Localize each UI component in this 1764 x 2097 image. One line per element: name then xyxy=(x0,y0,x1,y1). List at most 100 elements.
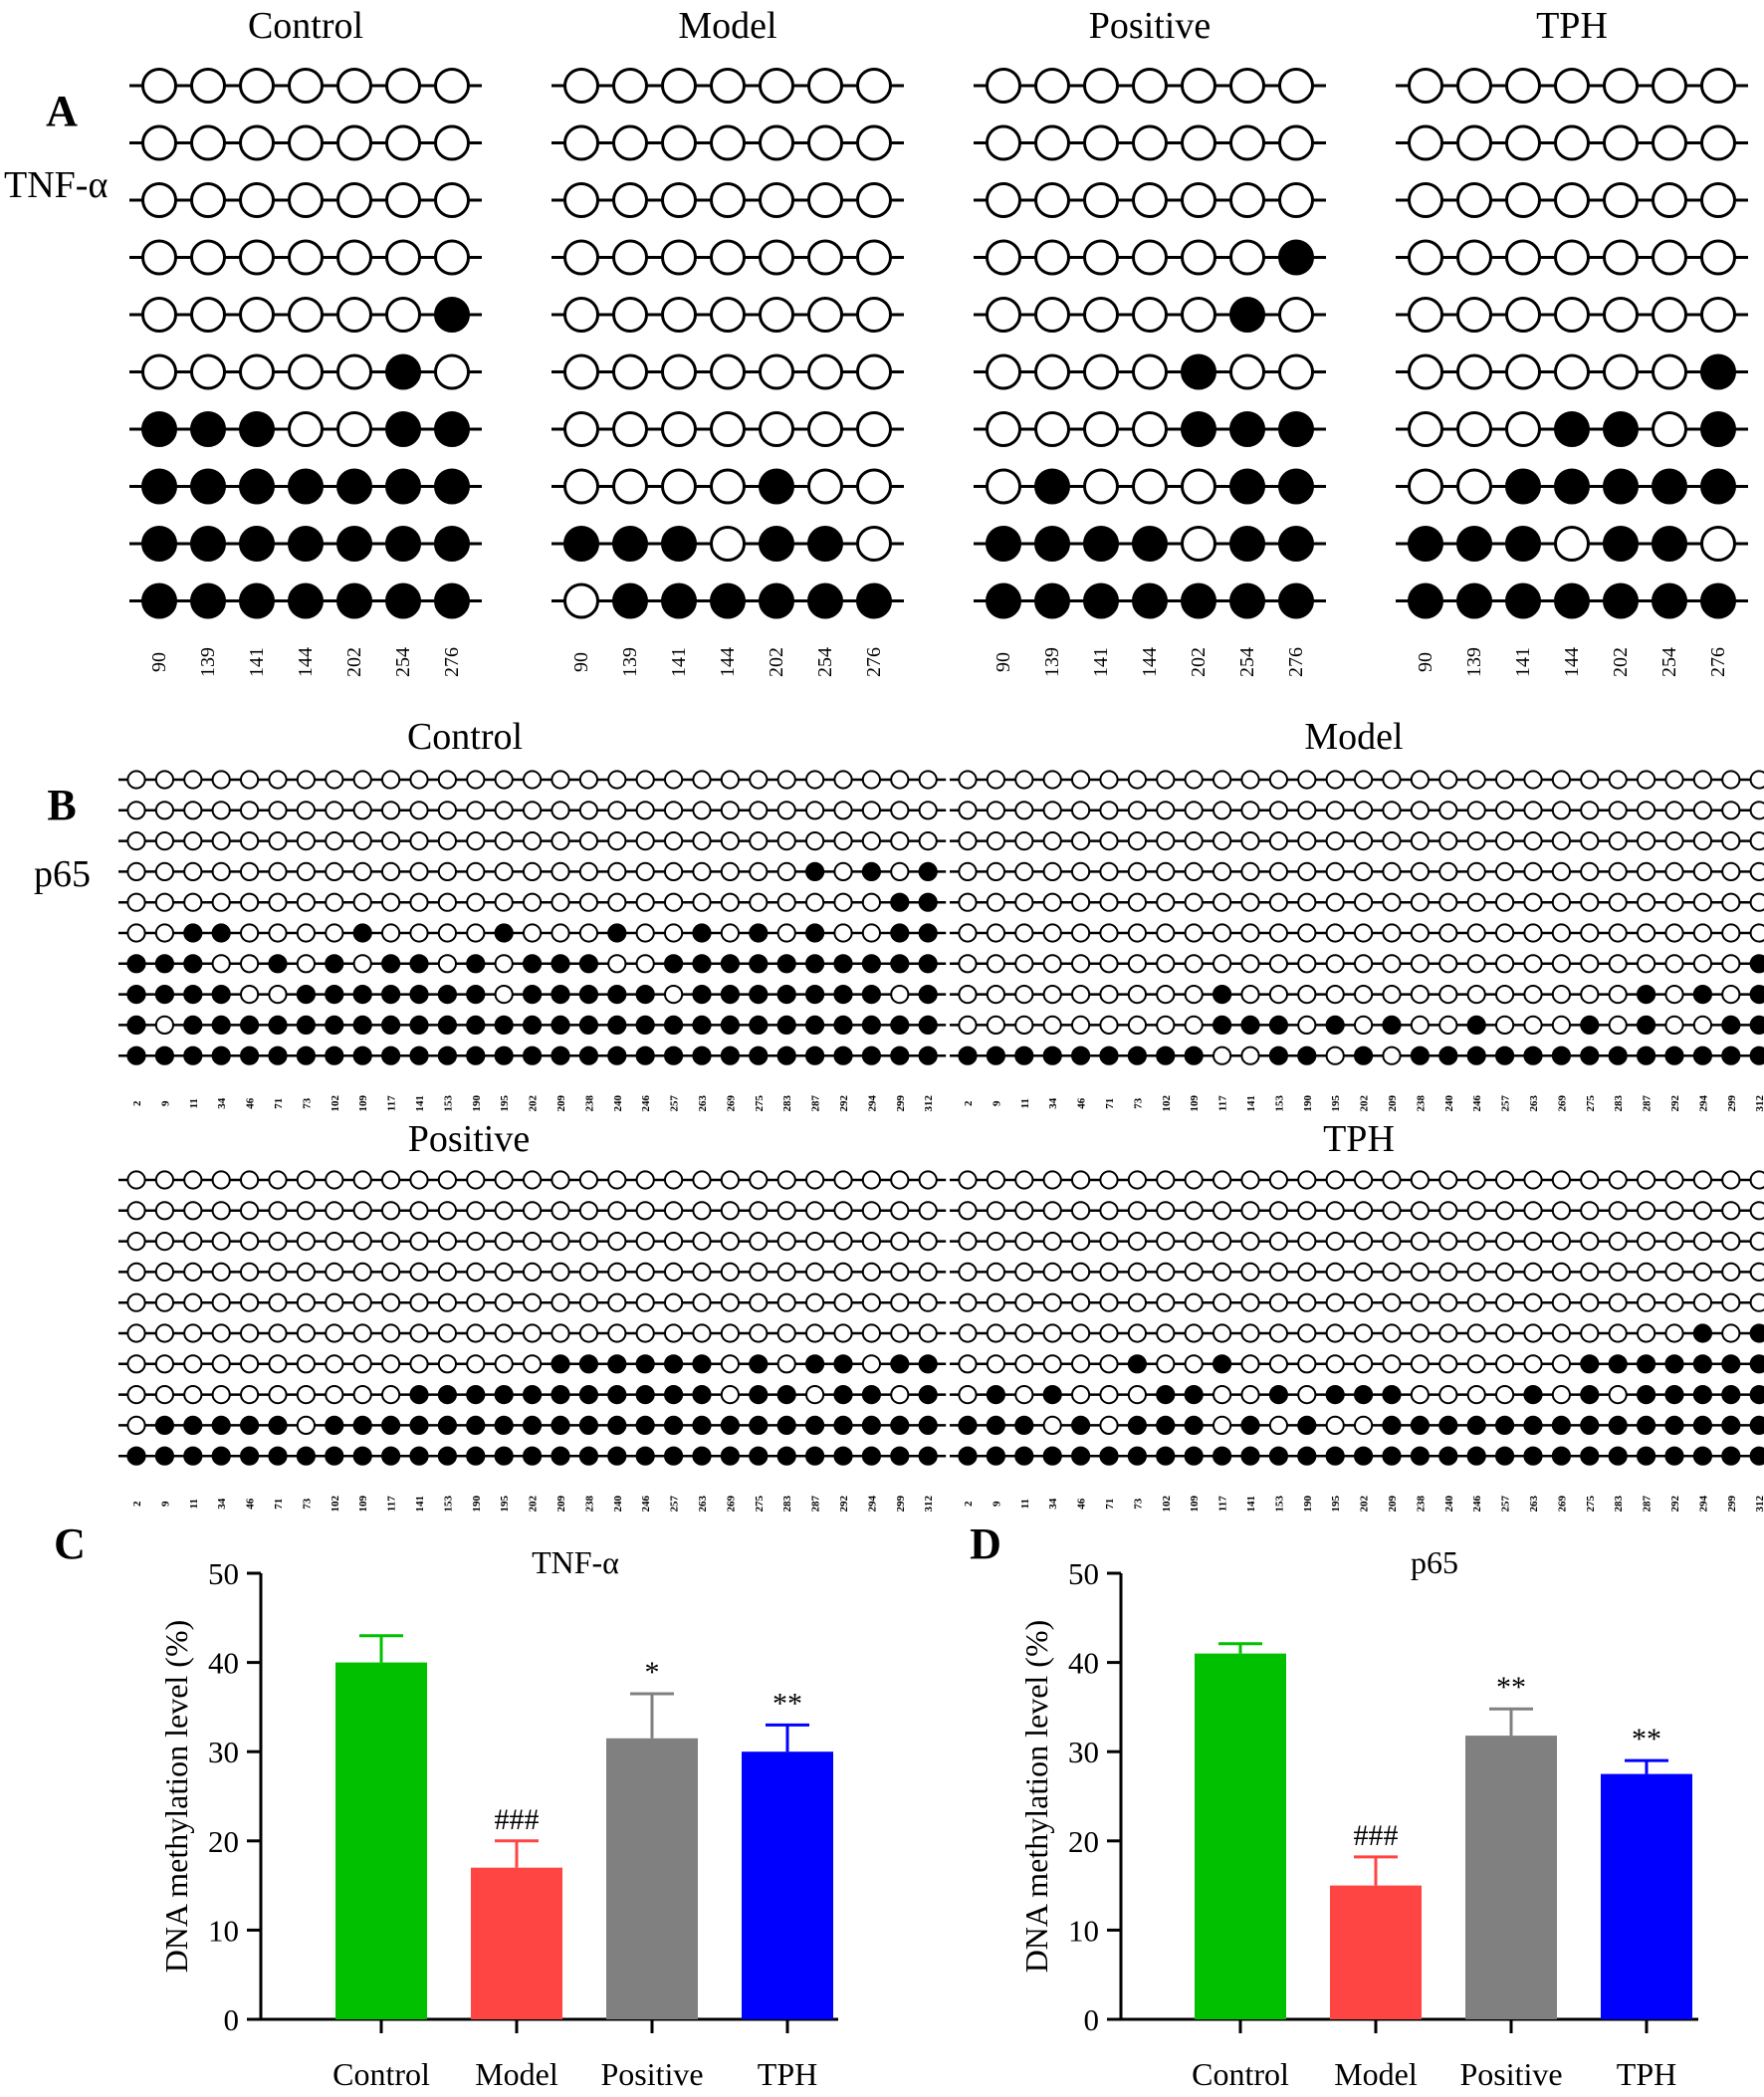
y-tick-label: 50 xyxy=(1068,1556,1099,1591)
methylated-cpg xyxy=(1551,1046,1572,1065)
unmethylated-cpg xyxy=(1652,182,1687,218)
unmethylated-cpg xyxy=(1438,1292,1458,1312)
methylated-cpg xyxy=(1382,1385,1402,1405)
unmethylated-cpg xyxy=(1495,1201,1515,1221)
methylated-cpg xyxy=(1692,1446,1713,1466)
cpg-site-label: 294 xyxy=(866,1495,878,1512)
cpg-site-label: 141 xyxy=(246,647,268,677)
methylated-cpg xyxy=(141,526,177,562)
unmethylated-cpg xyxy=(1523,831,1543,851)
unmethylated-cpg xyxy=(1156,1354,1176,1374)
unmethylated-cpg xyxy=(352,1201,372,1221)
unmethylated-cpg xyxy=(1278,297,1314,333)
unmethylated-cpg xyxy=(1637,1232,1656,1252)
unmethylated-cpg xyxy=(1268,892,1289,912)
unmethylated-cpg xyxy=(240,1201,260,1221)
unmethylated-cpg xyxy=(494,1262,514,1282)
cpg-site-label: 141 xyxy=(1245,1496,1257,1513)
unmethylated-cpg xyxy=(1495,1354,1515,1374)
y-tick-label: 10 xyxy=(208,1913,239,1948)
unmethylated-cpg xyxy=(1156,861,1176,882)
methylated-cpg xyxy=(856,582,892,619)
unmethylated-cpg xyxy=(1749,770,1764,790)
unmethylated-cpg xyxy=(720,1201,741,1221)
cpg-site-label: 202 xyxy=(1610,647,1632,677)
unmethylated-cpg xyxy=(1156,892,1176,912)
unmethylated-cpg xyxy=(720,770,741,790)
unmethylated-cpg xyxy=(1721,954,1741,974)
unmethylated-cpg xyxy=(183,892,203,912)
unmethylated-cpg xyxy=(268,892,288,912)
unmethylated-cpg xyxy=(958,954,978,974)
unmethylated-cpg xyxy=(759,297,794,333)
unmethylated-cpg xyxy=(986,297,1021,333)
methylated-cpg xyxy=(833,1354,853,1374)
methylated-cpg xyxy=(466,1046,486,1065)
unmethylated-cpg xyxy=(126,1323,146,1343)
unmethylated-cpg xyxy=(381,1262,401,1282)
panel-letter-d: D xyxy=(970,1519,1001,1568)
unmethylated-cpg xyxy=(352,1170,372,1190)
significance-marker: ** xyxy=(1496,1671,1526,1704)
cpg-site-label: 109 xyxy=(357,1495,369,1512)
unmethylated-cpg xyxy=(126,1232,146,1252)
unmethylated-cpg xyxy=(1551,1262,1572,1282)
unmethylated-cpg xyxy=(1014,1354,1034,1374)
methylated-cpg xyxy=(1580,1415,1600,1436)
unmethylated-cpg xyxy=(1071,1232,1091,1252)
unmethylated-cpg xyxy=(211,1354,231,1374)
unmethylated-cpg xyxy=(296,892,316,912)
unmethylated-cpg xyxy=(211,892,231,912)
cpg-site-label: 153 xyxy=(1273,1495,1285,1512)
unmethylated-cpg xyxy=(190,182,226,218)
methylated-cpg xyxy=(635,1354,655,1374)
unmethylated-cpg xyxy=(325,1262,344,1282)
methylated-cpg xyxy=(776,1015,796,1036)
methylated-cpg xyxy=(635,985,655,1005)
unmethylated-cpg xyxy=(352,831,372,851)
unmethylated-cpg xyxy=(240,861,260,882)
unmethylated-cpg xyxy=(1438,831,1458,851)
unmethylated-cpg xyxy=(612,353,648,390)
unmethylated-cpg xyxy=(661,353,697,390)
cpg-site-label: 238 xyxy=(1415,1495,1427,1512)
unmethylated-cpg xyxy=(1495,861,1515,882)
unmethylated-cpg xyxy=(720,892,741,912)
methylated-cpg xyxy=(183,1446,203,1466)
unmethylated-cpg xyxy=(268,1292,288,1312)
methylated-cpg xyxy=(1554,468,1590,505)
cpg-site-label: 254 xyxy=(814,647,836,677)
methylated-cpg xyxy=(1184,1385,1204,1405)
unmethylated-cpg xyxy=(352,954,372,974)
unmethylated-cpg xyxy=(563,468,599,505)
unmethylated-cpg xyxy=(211,1292,231,1312)
unmethylated-cpg xyxy=(1156,1232,1176,1252)
unmethylated-cpg xyxy=(1042,801,1062,820)
unmethylated-cpg xyxy=(664,923,684,943)
unmethylated-cpg xyxy=(409,801,429,820)
cpg-site-label: 153 xyxy=(442,1495,454,1512)
methylated-cpg xyxy=(183,1046,203,1065)
unmethylated-cpg xyxy=(986,1170,1006,1190)
unmethylated-cpg xyxy=(523,770,543,790)
unmethylated-cpg xyxy=(1692,923,1713,943)
unmethylated-cpg xyxy=(1099,801,1119,820)
unmethylated-cpg xyxy=(890,1323,910,1343)
methylated-cpg xyxy=(1523,1385,1543,1405)
methylated-cpg xyxy=(1580,1046,1600,1065)
unmethylated-cpg xyxy=(890,801,910,820)
unmethylated-cpg xyxy=(126,892,146,912)
unmethylated-cpg xyxy=(466,1292,486,1312)
unmethylated-cpg xyxy=(1240,923,1260,943)
unmethylated-cpg xyxy=(986,954,1006,974)
methylated-cpg xyxy=(1184,1415,1204,1436)
unmethylated-cpg xyxy=(1325,892,1345,912)
methylated-cpg xyxy=(126,1446,146,1466)
methylated-cpg xyxy=(1692,1046,1713,1065)
unmethylated-cpg xyxy=(1692,861,1713,882)
cpg-site-label: 190 xyxy=(471,1094,483,1111)
methylated-cpg xyxy=(807,526,843,562)
methylated-cpg xyxy=(805,1415,825,1436)
cpg-site-label: 2 xyxy=(131,1501,143,1507)
unmethylated-cpg xyxy=(523,1232,543,1252)
